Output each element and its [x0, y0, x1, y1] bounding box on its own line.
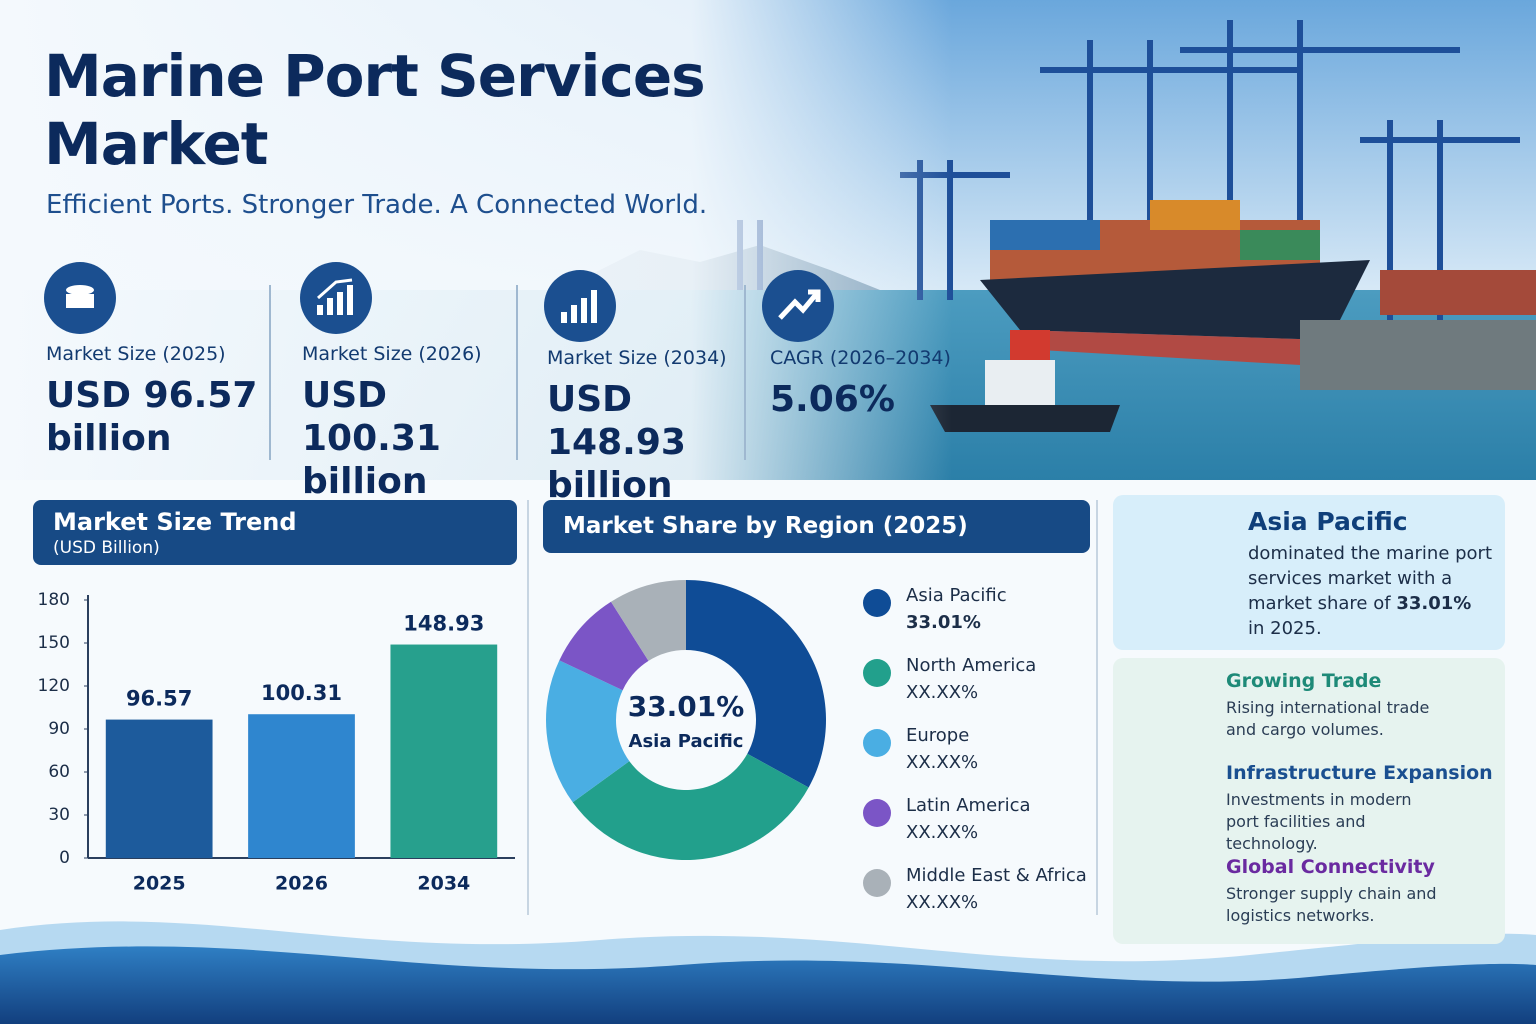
bar-header: Market Size Trend (USD Billion): [33, 500, 517, 565]
y-tick-label: 60: [48, 762, 70, 782]
y-tick-label: 30: [48, 805, 70, 825]
stat-label: Market Size (2026): [302, 343, 482, 365]
legend-marker: [863, 869, 891, 897]
legend-marker: [863, 729, 891, 757]
chart-subtitle: (USD Billion): [53, 538, 160, 558]
bar: [105, 719, 213, 858]
x-tick-label: 2026: [275, 873, 328, 895]
legend-marker: [863, 659, 891, 687]
stat-label: Market Size (2025): [46, 343, 226, 365]
page-title: Marine Port Services Market: [44, 42, 706, 178]
y-tick-label: 120: [38, 676, 70, 696]
donut-slice: [686, 580, 826, 788]
feature-text: Stronger supply chain and logistics netw…: [1226, 884, 1437, 925]
bar: [390, 644, 498, 858]
stat-value: USD 148.93 billion: [547, 379, 686, 506]
chart-title: Market Share by Region (2025): [563, 513, 968, 539]
stat-value: USD 100.31 billion: [302, 375, 441, 502]
highlight-text-after: in 2025.: [1248, 618, 1322, 639]
x-tick-label: 2025: [133, 873, 186, 895]
value-label: 100.31: [261, 681, 342, 705]
legend-marker: [863, 589, 891, 617]
legend-value: XX.XX%: [906, 682, 978, 703]
feature-title: Global Connectivity: [1226, 856, 1435, 878]
legend-label: Asia Pacific: [906, 585, 1007, 606]
y-tick-label: 0: [59, 848, 70, 868]
highlight-emphasis: 33.01%: [1396, 593, 1472, 614]
donut-slice: [572, 753, 809, 860]
feature-text: Investments in modern port facilities an…: [1226, 790, 1412, 853]
feature-title: Infrastructure Expansion: [1226, 762, 1493, 784]
stat-label: Market Size (2034): [547, 347, 727, 369]
legend-label: North America: [906, 655, 1036, 676]
features-box: Growing Trade Rising international trade…: [1113, 658, 1505, 944]
legend-value: XX.XX%: [906, 822, 978, 843]
legend-value: 33.01%: [906, 612, 981, 633]
stat-value: 5.06%: [770, 379, 895, 420]
legend-value: XX.XX%: [906, 892, 978, 913]
legend-value: XX.XX%: [906, 752, 978, 773]
pie-header: Market Share by Region (2025): [543, 500, 1090, 553]
feature-text: Rising international trade and cargo vol…: [1226, 698, 1430, 739]
legend-marker: [863, 799, 891, 827]
highlight-title: Asia Pacific: [1248, 507, 1408, 536]
value-label: 96.57: [126, 687, 192, 711]
legend-label: Latin America: [906, 795, 1031, 816]
donut-center-value: 33.01%: [628, 690, 745, 723]
stat-label: CAGR (2026–2034): [770, 347, 951, 369]
donut-slice: [546, 660, 630, 803]
donut-slice: [610, 580, 686, 661]
legend-label: Middle East & Africa: [906, 865, 1087, 886]
donut-center-label: Asia Pacific: [629, 731, 744, 752]
stat-value: USD 96.57 billion: [46, 375, 258, 459]
legend-label: Europe: [906, 725, 969, 746]
highlight-text-before: dominated the marine port services marke…: [1248, 543, 1493, 614]
chart-title: Market Size Trend: [53, 508, 297, 536]
feature-title: Growing Trade: [1226, 670, 1382, 692]
tagline: Efficient Ports. Stronger Trade. A Conne…: [46, 190, 708, 220]
value-label: 148.93: [403, 612, 484, 636]
highlight-box: Asia Pacific dominated the marine port s…: [1113, 495, 1505, 650]
bar: [248, 714, 355, 858]
y-tick-label: 90: [48, 719, 70, 739]
y-tick-label: 180: [38, 590, 70, 610]
donut-slice: [559, 601, 649, 691]
highlight-text: dominated the marine port services marke…: [1248, 541, 1493, 641]
y-tick-label: 150: [38, 633, 70, 653]
x-tick-label: 2034: [417, 873, 470, 895]
